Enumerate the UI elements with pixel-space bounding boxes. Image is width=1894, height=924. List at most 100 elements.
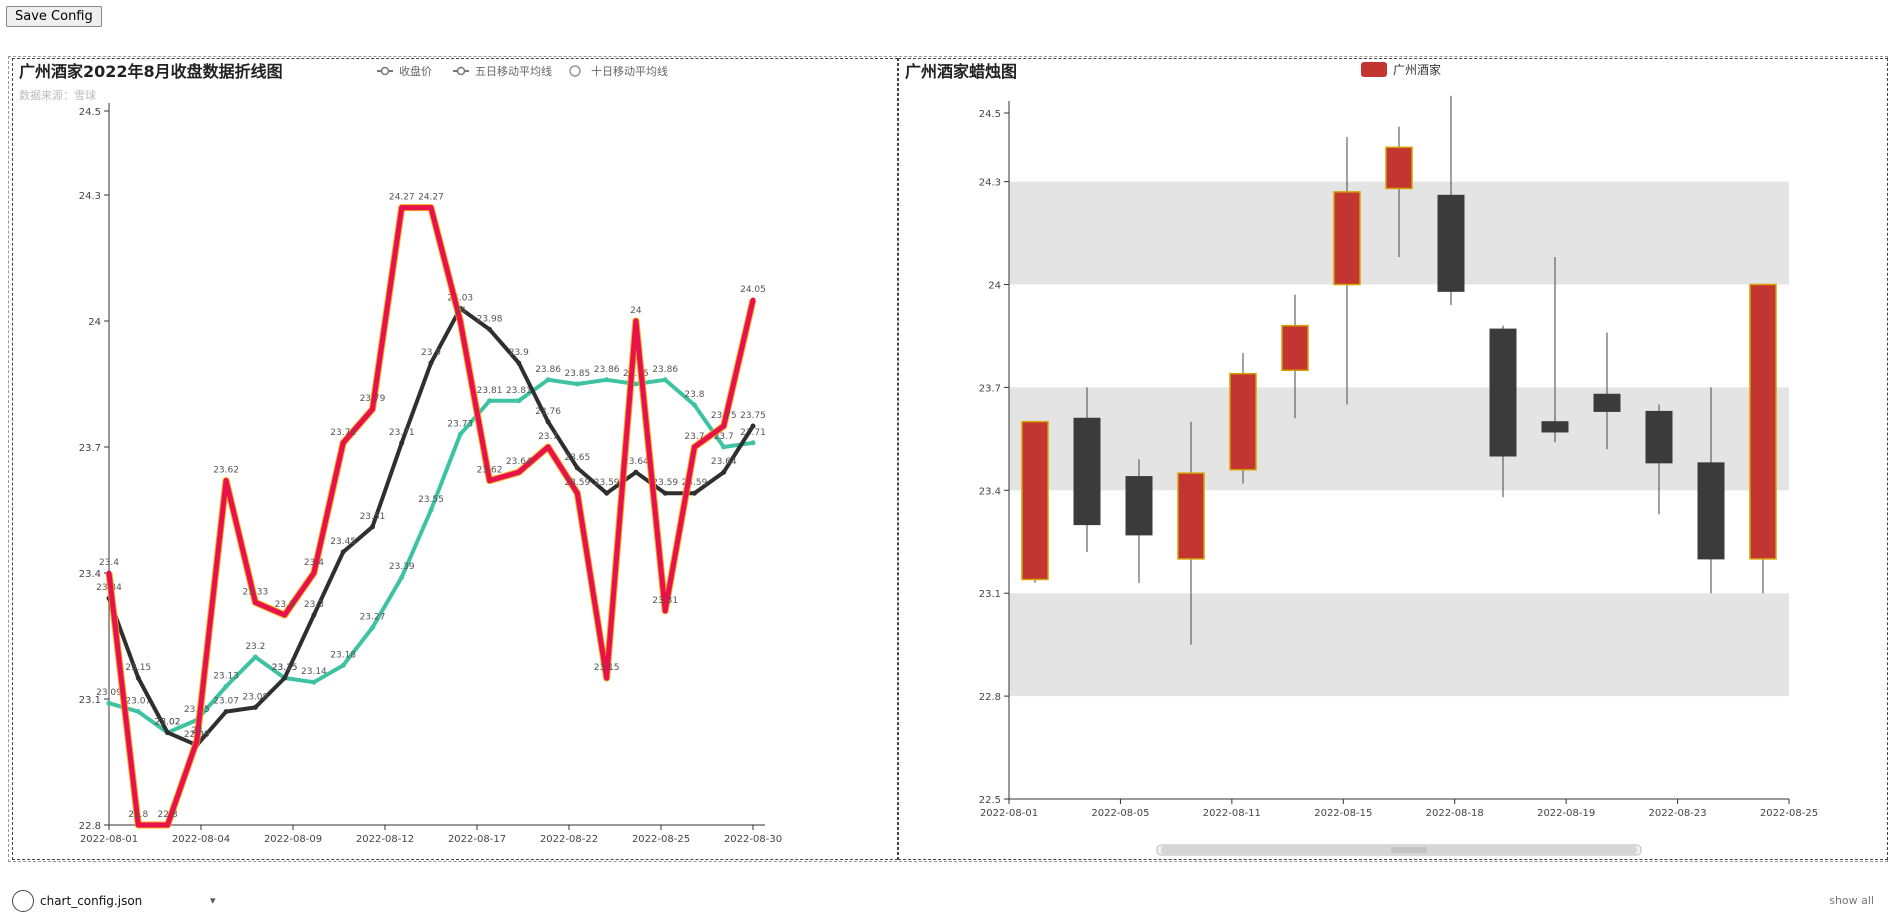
- series-label-2-6: 23.15: [272, 663, 298, 673]
- kline-y-tick-label-4: 23.7: [979, 383, 1001, 394]
- series-label-0-20: 23.7: [684, 432, 704, 442]
- y-tick-label-0: 22.8: [79, 821, 101, 832]
- series-point-0-14: [516, 469, 522, 475]
- series-label-2-14: 23.81: [506, 386, 532, 396]
- series-point-0-2: [165, 822, 171, 828]
- kline-datazoom-slider[interactable]: [1156, 844, 1642, 856]
- kline-legend[interactable]: 广州酒家: [1361, 62, 1441, 77]
- series-label-1-4: 23.07: [213, 697, 239, 707]
- series-label-2-9: 23.27: [360, 613, 386, 623]
- series-point-1-20: [691, 490, 697, 496]
- file-footer[interactable]: chart_config.json: [12, 890, 142, 912]
- candle-body-7: [1385, 146, 1413, 190]
- series-label-0-2: 22.8: [158, 810, 178, 820]
- series-point-2-21: [721, 444, 727, 450]
- series-label-2-4: 23.13: [213, 671, 239, 681]
- series-point-1-10: [399, 440, 405, 446]
- series-point-0-0: [106, 570, 112, 576]
- y-tick-label-3: 23.7: [79, 443, 101, 454]
- line-chart-title: 广州酒家2022年8月收盘数据折线图: [19, 62, 283, 81]
- dropdown-arrow-icon[interactable]: ▾: [210, 894, 216, 907]
- series-label-0-9: 23.79: [360, 394, 386, 404]
- series-label-2-19: 23.86: [652, 365, 678, 375]
- candle-body-10: [1541, 421, 1569, 433]
- series-label-0-4: 23.62: [213, 466, 239, 476]
- series-point-2-4: [223, 683, 229, 689]
- kline-y-tick-label-7: 24.5: [979, 109, 1001, 120]
- series-label-1-17: 23.59: [594, 478, 620, 488]
- candle-body-12: [1645, 410, 1673, 464]
- kline-x-tick-label-6: 2022-08-23: [1649, 808, 1707, 819]
- save-config-button[interactable]: Save Config: [6, 6, 102, 27]
- kline-axes: 22.5 22.8 23.1 23.4 23.7 24 24.3 24.5 2022-08-01…: [979, 101, 1818, 819]
- candle-body-4: [1229, 372, 1257, 471]
- series-point-1-14: [516, 360, 522, 366]
- series-label-2-13: 23.81: [477, 386, 503, 396]
- series-point-0-12: [457, 318, 463, 324]
- series-label-2-8: 23.18: [330, 650, 356, 660]
- kline-chart: 广州酒家蜡烛图 广州酒家 22.522.823.123.423.72424.32…: [905, 62, 1818, 856]
- series-point-0-15: [545, 444, 551, 450]
- series-label-1-12: 24.03: [447, 293, 473, 303]
- y-tick-label-2: 23.4: [79, 569, 101, 580]
- series-point-1-9: [369, 524, 375, 530]
- series-label-0-16: 23.59: [564, 478, 590, 488]
- kline-legend-swatch[interactable]: [1361, 62, 1387, 77]
- series-point-2-7: [311, 679, 317, 685]
- series-point-1-19: [662, 490, 668, 496]
- kline-x-tick-label-4: 2022-08-18: [1426, 808, 1484, 819]
- series-label-2-7: 23.14: [301, 667, 327, 677]
- series-point-0-16: [574, 490, 580, 496]
- series-label-0-12: 24: [455, 306, 467, 316]
- series-point-0-13: [487, 478, 493, 484]
- series-point-0-10: [399, 205, 405, 211]
- series-label-0-18: 24: [630, 306, 642, 316]
- series-label-0-17: 23.15: [594, 663, 620, 673]
- series-point-0-7: [311, 570, 317, 576]
- series-point-0-8: [340, 440, 346, 446]
- file-icon: [12, 890, 34, 912]
- series-label-0-19: 23.31: [652, 596, 678, 606]
- series-point-2-16: [574, 381, 580, 387]
- series-point-0-9: [369, 406, 375, 412]
- candle-body-0: [1021, 420, 1049, 581]
- series-label-1-15: 23.76: [535, 407, 561, 417]
- candle-body-1: [1073, 417, 1101, 526]
- kline-y-tick-label-1: 22.8: [979, 692, 1001, 703]
- series-point-2-5: [252, 654, 258, 660]
- series-label-2-11: 23.55: [418, 495, 444, 505]
- split-band-1: [1009, 593, 1789, 697]
- file-label[interactable]: chart_config.json: [40, 894, 143, 908]
- kline-legend-label[interactable]: 广州酒家: [1393, 62, 1441, 77]
- candle-body-2: [1125, 476, 1153, 536]
- series-label-1-16: 23.65: [564, 453, 590, 463]
- series-point-0-19: [662, 608, 668, 614]
- series-point-2-10: [399, 574, 405, 580]
- series-point-2-18: [633, 381, 639, 387]
- series-label-0-22: 24.05: [740, 285, 766, 295]
- line-chart-panel: 广州酒家2022年8月收盘数据折线图 数据来源：雪球 收盘价 五日移动平均线 十日移…: [12, 58, 898, 860]
- line-chart: 广州酒家2022年8月收盘数据折线图 数据来源：雪球 收盘价 五日移动平均线 十日移…: [19, 62, 782, 845]
- legend-label-1: 五日移动平均线: [475, 64, 552, 78]
- kline-y-tick-label-0: 22.5: [979, 795, 1001, 806]
- candle-body-13: [1697, 462, 1725, 560]
- series-point-0-4: [223, 478, 229, 484]
- series-label-0-8: 23.71: [330, 428, 356, 438]
- series-label-0-1: 22.8: [128, 810, 148, 820]
- series-point-2-11: [428, 507, 434, 513]
- series-point-0-20: [691, 444, 697, 450]
- series-point-2-20: [691, 402, 697, 408]
- series-label-2-16: 23.85: [564, 369, 590, 379]
- x-tick-label-3: 2022-08-12: [356, 834, 414, 845]
- series-label-2-22: 23.71: [740, 428, 766, 438]
- series-label-1-21: 23.64: [711, 457, 737, 467]
- series-label-2-2: 23.02: [155, 718, 181, 728]
- series-point-0-17: [604, 675, 610, 681]
- series-label-0-10: 24.27: [389, 193, 415, 203]
- series-point-1-11: [428, 360, 434, 366]
- datazoom-handle[interactable]: [1391, 847, 1427, 853]
- kline-y-tick-label-3: 23.4: [979, 486, 1001, 497]
- series-label-2-21: 23.7: [714, 432, 734, 442]
- show-all-link[interactable]: show all: [1829, 894, 1874, 907]
- series-point-2-0: [106, 700, 112, 706]
